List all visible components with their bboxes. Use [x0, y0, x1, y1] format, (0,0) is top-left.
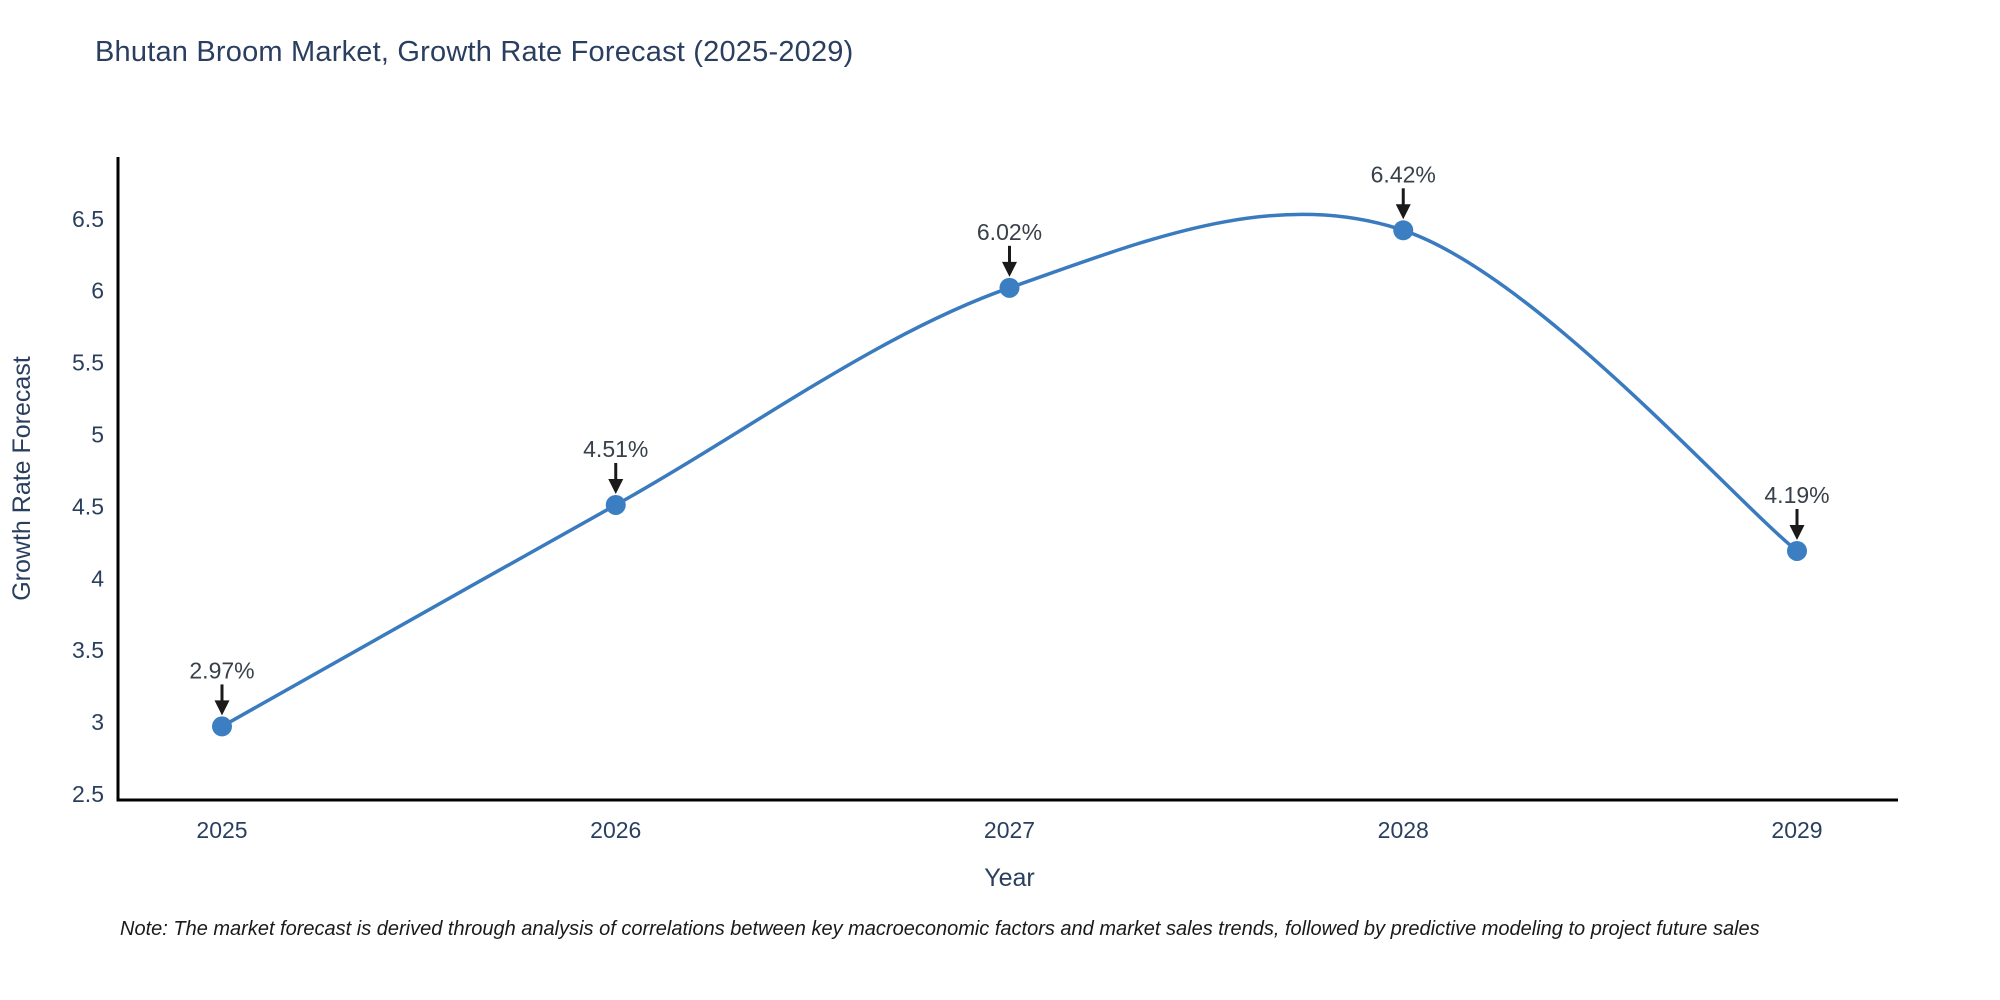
data-point-label: 6.02%	[977, 219, 1042, 245]
y-tick-label: 3.5	[72, 637, 104, 663]
x-tick-label: 2028	[1378, 817, 1429, 843]
y-axis-title: Growth Rate Forecast	[8, 356, 36, 601]
data-point-label: 4.19%	[1764, 482, 1829, 508]
data-point-marker[interactable]	[1787, 540, 1807, 561]
x-tick-label: 2025	[196, 817, 247, 843]
data-point-label: 2.97%	[189, 657, 254, 683]
annotation-arrowhead-icon	[608, 478, 624, 494]
y-tick-label: 2.5	[72, 781, 104, 807]
data-point-marker[interactable]	[212, 716, 232, 737]
x-tick-label: 2029	[1771, 817, 1822, 843]
chart-title: Bhutan Broom Market, Growth Rate Forecas…	[95, 36, 854, 68]
annotation-arrowhead-icon	[214, 700, 230, 716]
x-tick-label: 2027	[984, 817, 1035, 843]
y-tick-label: 5	[91, 422, 104, 448]
data-point-label: 4.51%	[583, 436, 648, 462]
annotation-arrowhead-icon	[1789, 524, 1805, 540]
annotation-arrowhead-icon	[1002, 261, 1017, 277]
y-tick-label: 5.5	[72, 350, 104, 376]
chart-footnote: Note: The market forecast is derived thr…	[120, 918, 1760, 940]
y-tick-label: 6	[91, 278, 104, 304]
data-point-marker[interactable]	[605, 494, 626, 515]
y-tick-label: 4.5	[72, 493, 104, 519]
y-tick-label: 4	[91, 565, 104, 591]
x-tick-label: 2026	[590, 817, 641, 843]
annotation-arrowhead-icon	[1395, 204, 1411, 220]
x-axis-title: Year	[984, 864, 1035, 892]
data-point-marker[interactable]	[1393, 220, 1414, 241]
y-tick-label: 3	[91, 709, 104, 735]
data-point-label: 6.42%	[1371, 161, 1436, 187]
y-tick-label: 6.5	[72, 206, 104, 232]
data-point-marker[interactable]	[999, 277, 1020, 298]
